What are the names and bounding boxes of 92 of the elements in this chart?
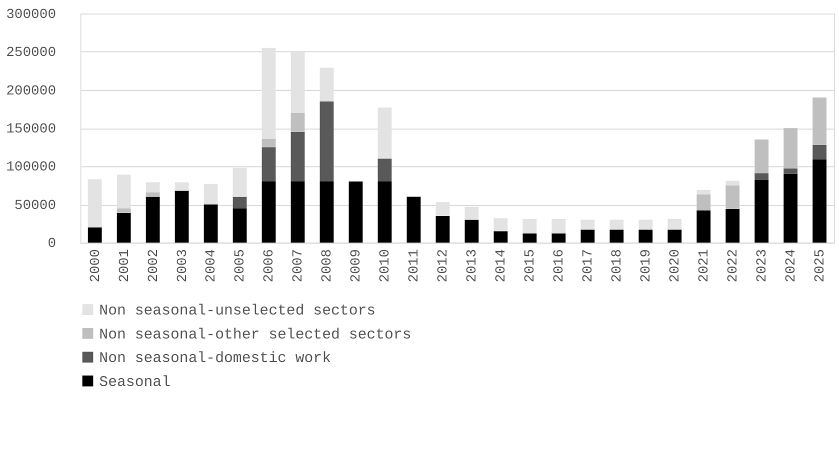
bar <box>812 98 826 145</box>
bar <box>88 227 102 243</box>
bar <box>812 144 826 160</box>
bar <box>348 182 363 243</box>
x-tick-label: 2016 <box>552 249 568 282</box>
bar <box>464 220 479 243</box>
x-tick-label: 2013 <box>464 249 481 282</box>
bar <box>146 192 160 197</box>
bar <box>436 216 450 243</box>
bar <box>552 218 566 234</box>
bar <box>696 210 711 243</box>
y-tick-label: 150000 <box>6 122 56 138</box>
bar <box>494 231 508 243</box>
x-tick-label: 2017 <box>580 249 597 282</box>
bar <box>552 233 566 243</box>
x-tick-label: 2024 <box>784 249 800 282</box>
bar <box>262 182 276 243</box>
bar <box>638 220 653 230</box>
bar <box>754 140 769 174</box>
bar <box>754 180 769 243</box>
bar <box>146 182 160 192</box>
bar <box>174 182 189 191</box>
x-tick-label: 2019 <box>638 249 655 282</box>
x-tick-label: 2012 <box>436 249 452 282</box>
y-tick-label: 200000 <box>6 83 56 100</box>
legend-label: Non seasonal-domestic work <box>99 351 332 368</box>
y-tick-label: 0 <box>48 236 56 252</box>
legend-label: Seasonal <box>99 374 171 391</box>
bar <box>726 185 740 210</box>
bar <box>522 218 537 234</box>
bar <box>320 101 334 182</box>
x-tick-label: 2002 <box>146 249 162 282</box>
bar <box>320 182 334 243</box>
bar <box>146 196 160 243</box>
x-tick-label: 2011 <box>406 249 423 282</box>
bar <box>696 190 711 195</box>
bar <box>378 158 392 182</box>
bar <box>204 184 218 204</box>
bar <box>784 128 798 169</box>
x-tick-label: 2001 <box>116 249 133 282</box>
bar <box>290 132 305 182</box>
bar <box>204 204 218 243</box>
x-tick-label: 2003 <box>174 249 191 282</box>
x-tick-label: 2025 <box>812 249 829 282</box>
x-tick-label: 2014 <box>494 249 510 282</box>
bar <box>232 208 247 243</box>
x-tick-label: 2018 <box>610 249 626 282</box>
bar <box>726 180 740 186</box>
bar <box>784 174 798 243</box>
bar <box>812 159 826 243</box>
bar <box>116 208 131 213</box>
bar <box>290 112 305 132</box>
x-tick-label: 2021 <box>696 249 713 282</box>
x-tick-label: 2009 <box>348 249 365 282</box>
y-tick-label: 50000 <box>14 198 56 214</box>
bar <box>174 190 189 243</box>
x-tick-label: 2006 <box>262 249 278 282</box>
x-tick-label: 2020 <box>668 249 684 282</box>
y-tick-label: 100000 <box>6 160 56 176</box>
bar <box>638 230 653 243</box>
bar <box>262 138 276 148</box>
x-tick-label: 2022 <box>726 249 742 282</box>
bar <box>406 196 421 243</box>
bar <box>610 220 624 230</box>
legend-label: Non seasonal-unselected sectors <box>99 304 376 320</box>
bar <box>262 147 276 182</box>
bar <box>522 233 537 243</box>
x-tick-label: 2008 <box>320 249 336 282</box>
x-tick-label: 2010 <box>378 249 394 282</box>
bar <box>290 182 305 243</box>
bar <box>232 196 247 208</box>
bar <box>580 230 595 243</box>
x-tick-label: 2000 <box>88 249 104 282</box>
bar <box>668 218 682 230</box>
bar <box>696 194 711 211</box>
bar <box>116 212 131 243</box>
legend-label: Non seasonal-other selected sectors <box>99 327 412 344</box>
bar <box>580 220 595 230</box>
bar <box>754 173 769 180</box>
bar <box>610 230 624 243</box>
bar <box>494 218 508 232</box>
bar <box>668 230 682 243</box>
y-tick-label: 300000 <box>6 7 56 23</box>
x-tick-label: 2023 <box>754 249 771 282</box>
x-tick-label: 2004 <box>204 249 220 282</box>
bar <box>378 182 392 243</box>
bar <box>726 209 740 243</box>
x-tick-label: 2015 <box>522 249 539 282</box>
y-tick-label: 250000 <box>6 45 56 62</box>
bar <box>784 168 798 174</box>
x-tick-label: 2005 <box>232 249 249 282</box>
x-tick-label: 2007 <box>290 249 307 282</box>
